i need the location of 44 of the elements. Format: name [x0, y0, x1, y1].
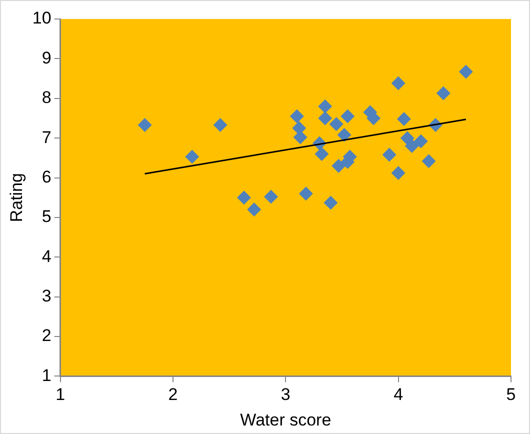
point — [382, 148, 396, 162]
point — [332, 158, 346, 173]
y-tick-label: 9 — [42, 48, 52, 68]
y-tick-label: 4 — [42, 246, 52, 266]
x-tick-label: 3 — [280, 385, 290, 404]
point — [414, 134, 428, 148]
y-tick-label: 5 — [42, 207, 52, 226]
point — [185, 150, 200, 164]
point — [293, 130, 308, 144]
y-tick-label: 10 — [32, 8, 52, 28]
point — [290, 109, 304, 124]
point — [213, 118, 228, 132]
point — [298, 186, 313, 201]
point — [324, 196, 338, 210]
y-tick-label: 2 — [42, 326, 52, 346]
x-tick-label: 4 — [394, 385, 404, 404]
point — [458, 64, 473, 79]
point — [314, 146, 329, 161]
x-tick-label: 2 — [168, 385, 178, 404]
point — [391, 76, 406, 90]
x-tick-label: 1 — [56, 385, 66, 404]
point — [236, 190, 251, 205]
x-axis-title: Water score — [240, 410, 332, 430]
point — [337, 128, 352, 142]
point — [340, 109, 355, 124]
point — [436, 86, 450, 100]
point — [391, 166, 406, 180]
y-tick-label: 1 — [42, 366, 52, 385]
point — [400, 131, 414, 146]
y-tick-label: 6 — [42, 167, 52, 186]
y-axis-title: Rating — [6, 173, 26, 222]
point — [318, 99, 332, 114]
point — [396, 112, 411, 126]
y-tick-label: 8 — [42, 88, 52, 108]
y-tick-label: 3 — [42, 286, 52, 306]
point — [247, 202, 262, 217]
point — [422, 154, 436, 168]
point — [138, 118, 152, 132]
point — [404, 139, 419, 154]
point — [329, 117, 344, 132]
point — [264, 190, 278, 204]
y-tick-label: 7 — [42, 128, 52, 147]
point — [318, 111, 332, 126]
x-tick-label: 5 — [506, 385, 516, 404]
